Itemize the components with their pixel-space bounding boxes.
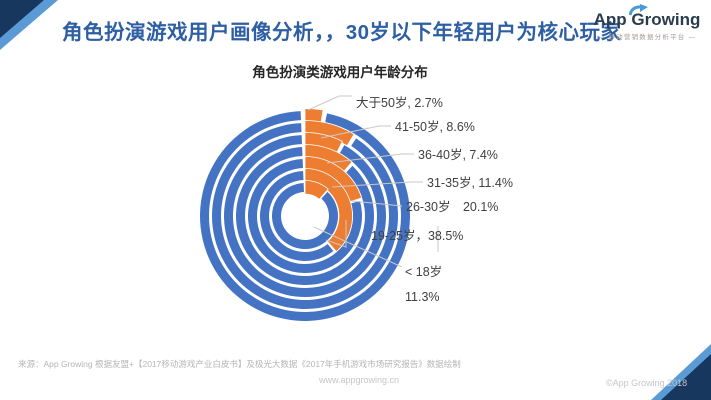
leader-line-5 [325,220,439,252]
source-note: 来源：App Growing 根据友盟+【2017移动游戏产业白皮书】及极光大数… [18,359,461,369]
copyright-text: ©App Growing 2018 [606,378,688,388]
logo-text-app: App [593,10,632,29]
ring-label-4: 26-30岁 20.1% [406,199,498,214]
page-title: 角色扮演游戏用户画像分析，，30岁以下年轻用户为核心玩家 [62,21,622,44]
logo-swoosh-icon [629,4,648,16]
ring-label-0: 大于50岁, 2.7% [356,95,443,110]
ring-value-arc-6 [304,180,329,200]
leader-line-0 [307,95,352,111]
ring-label-5: 19-25岁，38.5% [371,228,463,243]
leader-line-3 [331,181,423,188]
leader-line-6 [313,226,403,268]
ring-label-1: 41-50岁, 8.6% [395,119,475,134]
ring-label-6: < 18岁 [405,264,442,279]
ring-label-2: 36-40岁, 7.4% [418,147,498,162]
ring-value-arc-5 [304,168,353,253]
ring-label-3: 31-35岁, 11.4% [427,175,513,190]
chart-title: 角色扮演类游戏用户年龄分布 [252,65,428,80]
logo-text: App Growing [589,4,705,30]
leader-line-2 [326,153,414,164]
logo-tagline: — 移动营销数据分析平台 — [597,34,697,41]
ring-remainder-5 [260,171,334,262]
logo-text-growing: Growing [631,10,701,29]
website-text: www.appgrowing.cn [319,375,400,385]
ring-label-6: 11.3% [405,290,440,304]
leader-line-4 [351,200,403,207]
leader-line-1 [320,125,391,139]
app-growing-logo: App Growing — 移动营销数据分析平台 — [589,4,705,41]
